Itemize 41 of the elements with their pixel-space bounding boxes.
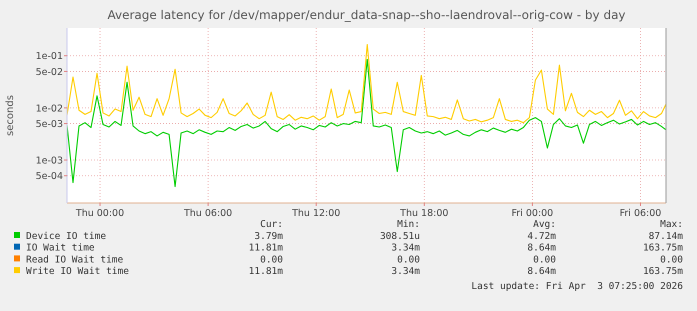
text: 3.79m — [254, 231, 284, 242]
line-series — [66, 44, 667, 124]
text: Last update: Fri Apr 3 07:25:00 2026 — [471, 280, 684, 292]
chart-title: Average latency for /dev/mapper/endur_data-snap--sho--laendroval--orig-cow - by day — [107, 8, 626, 22]
x-tick-label: Thu 06:00 — [182, 208, 232, 219]
text: 3.34m — [391, 242, 420, 254]
text: 0.00 — [533, 254, 556, 266]
y-tick-label: 5e-02 — [36, 66, 63, 78]
text: 8.64m — [527, 266, 556, 278]
x-tick-label: Fri 00:00 — [512, 208, 554, 219]
text: 0.00 — [397, 254, 420, 266]
text: 0.00 — [660, 254, 684, 266]
text: 0.00 — [260, 254, 284, 266]
text: 163.75m — [642, 242, 684, 254]
x-tick-label: Thu 12:00 — [291, 208, 340, 219]
y-tick-label: 1e-01 — [36, 51, 63, 62]
text: 11.81m — [248, 242, 284, 254]
text: 4.72m — [527, 231, 556, 242]
y-tick-label: 5e-03 — [36, 119, 63, 130]
text: 3.34m — [391, 266, 420, 278]
x-tick-label: Thu 18:00 — [399, 208, 448, 219]
y-tick-label: 5e-04 — [36, 171, 63, 182]
legend-label: Read IO Wait time — [26, 254, 124, 266]
x-tick-label: Thu 00:00 — [74, 208, 124, 219]
legend-label: Device IO time — [26, 231, 106, 242]
text: Avg: — [533, 219, 556, 230]
text: 87.14m — [648, 231, 684, 242]
y-tick-label: 1e-03 — [36, 156, 63, 167]
legend-label: IO Wait time — [26, 242, 95, 254]
text: 11.81m — [248, 266, 284, 278]
x-tick-label: Fri 06:00 — [620, 208, 662, 219]
y-tick-label: 1e-02 — [36, 103, 63, 114]
text: 8.64m — [527, 242, 556, 254]
text: Max: — [660, 219, 683, 230]
y-axis-title: seconds — [5, 95, 16, 136]
line-series — [66, 58, 667, 188]
text: Cur: — [260, 219, 283, 230]
text: 163.75m — [642, 266, 684, 278]
text: Min: — [397, 219, 420, 230]
text: 308.51u — [380, 231, 420, 242]
legend-label: Write IO Wait time — [26, 266, 130, 278]
